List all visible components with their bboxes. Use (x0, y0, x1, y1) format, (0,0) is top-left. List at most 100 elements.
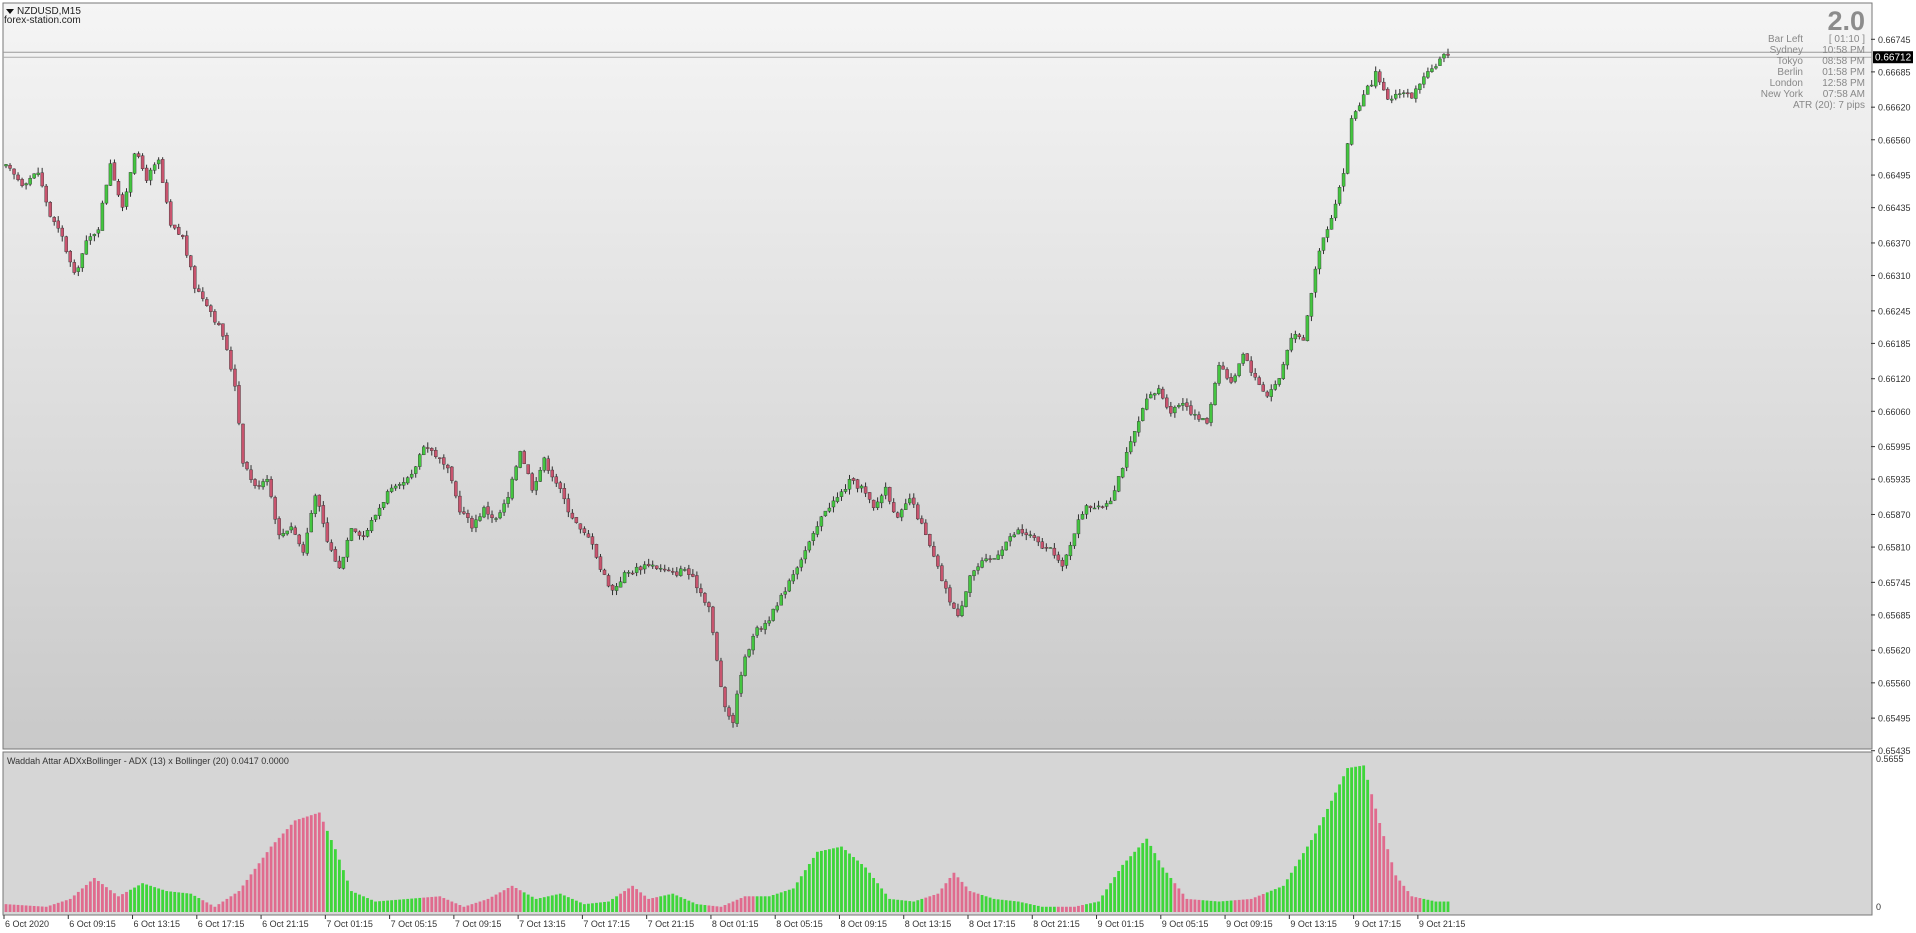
histogram-bar-down (1073, 906, 1076, 912)
histogram-bar-up (840, 846, 843, 912)
candle-bull (1398, 93, 1402, 95)
histogram-bar-up (1101, 895, 1104, 912)
histogram-bar-down (96, 881, 100, 912)
histogram-bar-up (1113, 877, 1117, 912)
histogram-bar-up (1273, 889, 1277, 912)
histogram-bar-down (1370, 794, 1374, 912)
histogram-bar-up (996, 899, 1000, 912)
histogram-bar-down (281, 833, 285, 912)
info-value-tokyo: 08:58 PM (1822, 56, 1865, 67)
price-tick-label: 0.65995 (1878, 442, 1911, 452)
candle-bear (333, 549, 338, 562)
histogram-bar-up (759, 896, 763, 912)
candle-bull (1337, 187, 1342, 204)
histogram-bar-down (269, 846, 273, 912)
histogram-bar-up (325, 830, 329, 912)
candle-bear (136, 153, 141, 157)
candle-bull (839, 491, 844, 497)
histogram-bar-down (1374, 808, 1378, 912)
candle-bull (1217, 365, 1221, 384)
candle-bear (205, 299, 209, 306)
candle-bear (361, 535, 366, 537)
histogram-bar-down (932, 894, 936, 912)
candle-bear (434, 450, 438, 457)
candle-bull (1329, 218, 1334, 230)
candle-bull (1128, 441, 1133, 453)
candle-bear (916, 504, 920, 520)
indicator-pane[interactable]: Waddah Attar ADXxBollinger - ADX (13) x … (2, 751, 1904, 916)
info-value-berlin: 01:58 PM (1822, 67, 1865, 78)
histogram-bar-down (478, 901, 482, 912)
candle-bull (393, 485, 398, 489)
candle-bear (691, 573, 695, 577)
candle-bull (775, 605, 779, 611)
price-tick-label: 0.65560 (1878, 678, 1911, 688)
histogram-bar-down (647, 898, 651, 912)
candle-bull (494, 518, 498, 520)
histogram-bar-up (848, 853, 851, 912)
histogram-bar-down (277, 837, 281, 912)
histogram-bar-up (920, 898, 924, 912)
candle-bull (1309, 293, 1314, 317)
histogram-bar-up (892, 899, 896, 912)
histogram-bar-up (1157, 860, 1161, 912)
candle-bull (1426, 71, 1430, 78)
histogram-bar-up (667, 894, 671, 912)
histogram-bar-up (1125, 860, 1129, 912)
candle-bear (293, 527, 297, 535)
triangle-down-icon[interactable] (6, 9, 14, 14)
histogram-bar-down (1398, 880, 1402, 912)
candle-bull (767, 620, 771, 624)
candle-bear (52, 217, 56, 222)
histogram-bar-down (470, 904, 474, 912)
histogram-bar-down (1241, 899, 1245, 912)
candle-bull (1321, 237, 1326, 251)
time-tick-label: 7 Oct 01:15 (326, 919, 373, 929)
histogram-bar-down (928, 896, 932, 912)
histogram-bar-down (225, 898, 229, 912)
histogram-bar-down (743, 896, 747, 912)
candle-bear (602, 569, 607, 575)
histogram-bar-up (410, 898, 414, 912)
histogram-bar-down (245, 879, 249, 912)
candle-bear (229, 350, 233, 370)
histogram-bar-up (1430, 900, 1434, 912)
histogram-bar-up (1422, 898, 1426, 912)
histogram-bar-down (707, 905, 711, 912)
candle-bull (1201, 417, 1205, 421)
candle-bull (132, 153, 137, 174)
histogram-bar-up (550, 895, 554, 912)
histogram-bar-up (1346, 768, 1349, 912)
histogram-bar-down (68, 898, 72, 912)
histogram-bar-up (1281, 885, 1285, 912)
price-tick-label: 0.66060 (1878, 407, 1911, 417)
histogram-bar-down (105, 887, 108, 912)
histogram-bar-down (422, 897, 426, 912)
histogram-bar-down (217, 904, 221, 912)
candle-bear (466, 513, 470, 518)
time-tick-label: 6 Oct 2020 (5, 919, 49, 929)
candle-bear (530, 473, 534, 491)
candle-bull (1048, 547, 1053, 549)
info-label-sydney: Sydney (1770, 45, 1803, 56)
candle-bear (221, 323, 225, 337)
histogram-bar-up (1358, 766, 1362, 912)
indicator-title: Waddah Attar ADXxBollinger - ADX (13) x … (7, 756, 289, 766)
candle-bull (1008, 536, 1012, 542)
candle-bear (920, 518, 924, 524)
candle-bull (405, 477, 410, 484)
price-pane[interactable]: 0.66745 0.66685 0.66620 0.66560 0.66495 0.664… (2, 2, 1913, 756)
candle-bear (638, 566, 643, 571)
candle-bear (16, 174, 20, 181)
histogram-bar-up (587, 903, 590, 912)
histogram-bar-down (20, 905, 24, 912)
histogram-bar-up (1020, 902, 1024, 912)
histogram-bar-down (313, 813, 317, 912)
candle-bull (968, 575, 972, 593)
candle-bull (1145, 398, 1149, 410)
histogram-bar-up (603, 901, 606, 912)
histogram-bar-down (960, 881, 964, 912)
histogram-bar-down (723, 905, 727, 912)
histogram-bar-up (1165, 872, 1169, 912)
